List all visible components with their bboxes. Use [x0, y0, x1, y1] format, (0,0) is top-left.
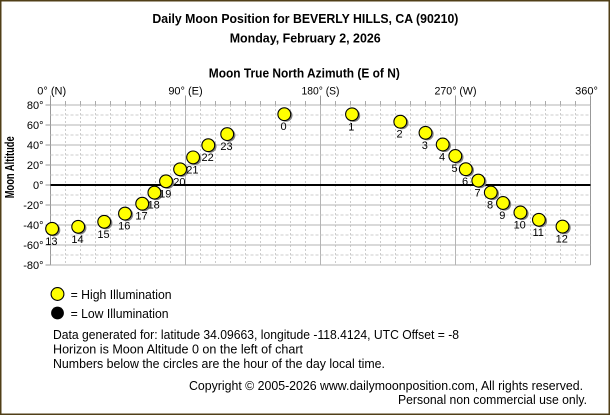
svg-text:10: 10 — [514, 220, 526, 232]
svg-text:4: 4 — [439, 152, 445, 164]
svg-text:3: 3 — [422, 140, 428, 152]
svg-text:9: 9 — [499, 210, 505, 222]
svg-text:13: 13 — [45, 236, 57, 248]
svg-text:12: 12 — [556, 234, 568, 246]
svg-text:11: 11 — [532, 227, 543, 239]
svg-text:21: 21 — [186, 164, 198, 176]
svg-text:8: 8 — [487, 200, 493, 212]
svg-text:= High Illumination: = High Illumination — [71, 287, 172, 302]
svg-text:40°: 40° — [27, 140, 44, 152]
svg-text:16: 16 — [118, 221, 130, 233]
svg-text:18: 18 — [148, 200, 160, 212]
svg-text:Moon Altitude: Moon Altitude — [2, 136, 17, 198]
svg-text:14: 14 — [71, 234, 83, 246]
svg-text:Horizon is Moon Altitude 0 on: Horizon is Moon Altitude 0 on the left o… — [53, 342, 303, 357]
svg-text:80°: 80° — [27, 100, 44, 112]
svg-text:20: 20 — [173, 176, 185, 188]
svg-text:= Low Illumination: = Low Illumination — [71, 306, 169, 321]
svg-text:Copyright © 2005-2026 www.dail: Copyright © 2005-2026 www.dailymoonposit… — [189, 378, 583, 393]
svg-text:6: 6 — [462, 176, 468, 188]
svg-text:19: 19 — [159, 188, 171, 200]
svg-text:7: 7 — [475, 188, 481, 200]
svg-text:0: 0 — [281, 121, 287, 133]
svg-text:Numbers below the circles are: Numbers below the circles are the hour o… — [53, 356, 385, 371]
svg-text:0° (N): 0° (N) — [37, 85, 66, 97]
svg-text:23: 23 — [220, 141, 232, 153]
svg-text:270° (W): 270° (W) — [435, 85, 477, 97]
svg-text:17: 17 — [135, 211, 147, 223]
svg-text:Data generated for: latitude 3: Data generated for: latitude 34.09663, l… — [53, 327, 459, 342]
svg-text:Personal non commercial use on: Personal non commercial use only. — [398, 392, 587, 407]
svg-text:1: 1 — [348, 121, 354, 133]
svg-text:-40°: -40° — [23, 220, 43, 232]
svg-text:360°: 360° — [575, 85, 598, 97]
svg-text:5: 5 — [452, 163, 458, 175]
svg-text:22: 22 — [201, 152, 213, 164]
svg-text:-20°: -20° — [23, 200, 43, 212]
svg-text:-80°: -80° — [23, 260, 43, 272]
svg-text:60°: 60° — [27, 120, 44, 132]
svg-text:15: 15 — [97, 229, 109, 241]
svg-text:180° (S): 180° (S) — [302, 85, 340, 97]
svg-text:Monday, February 2, 2026: Monday, February 2, 2026 — [230, 31, 381, 46]
svg-text:2: 2 — [397, 129, 403, 141]
svg-text:90° (E): 90° (E) — [168, 85, 202, 97]
svg-text:Moon True North Azimuth (E of: Moon True North Azimuth (E of N) — [209, 66, 400, 81]
svg-text:-60°: -60° — [23, 240, 43, 252]
svg-text:0°: 0° — [33, 180, 44, 192]
svg-text:20°: 20° — [27, 160, 44, 172]
svg-text:Daily Moon Position for BEVERL: Daily Moon Position for BEVERLY HILLS, C… — [152, 11, 458, 26]
